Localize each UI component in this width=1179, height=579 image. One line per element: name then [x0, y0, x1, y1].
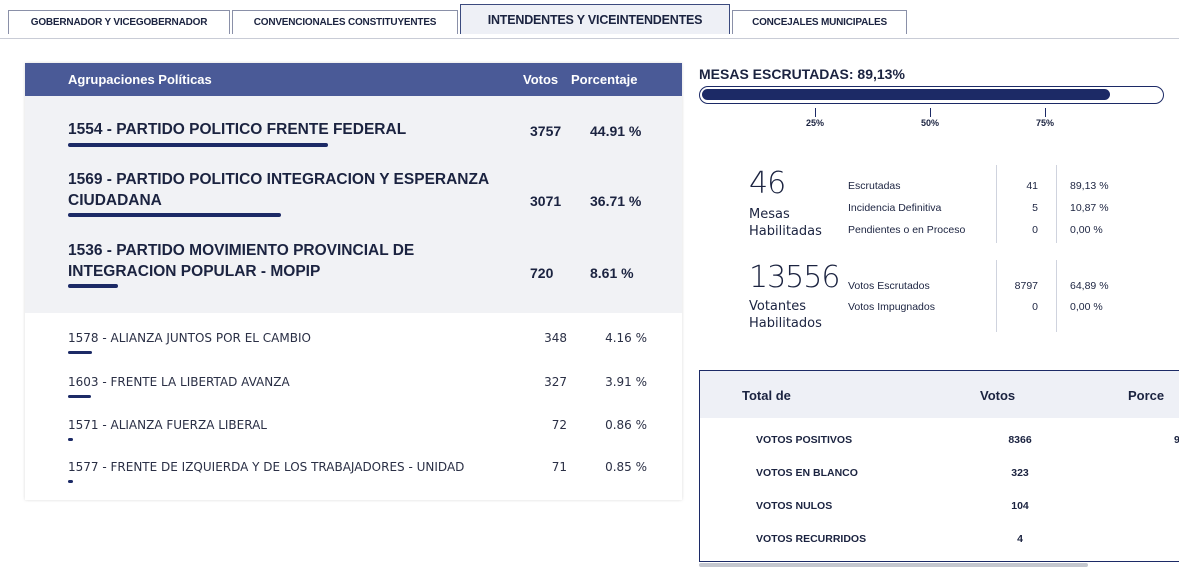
- party-share-bar: [68, 351, 93, 354]
- mesas-progress-fill: [702, 89, 1111, 100]
- tab-concejales[interactable]: CONCEJALES MUNICIPALES: [732, 10, 907, 34]
- totals-label: VOTOS NULOS: [756, 500, 833, 512]
- votantes-label-line1: Votantes: [749, 299, 807, 314]
- totals-votes: 8366: [1008, 434, 1032, 446]
- stat-value: 8797: [1014, 280, 1038, 292]
- mesas-count: 46: [749, 166, 786, 201]
- party-share-bar: [68, 438, 73, 441]
- totals-votes: 323: [1011, 467, 1029, 479]
- totals-header-percent: Porce: [1128, 388, 1165, 403]
- tab-intendentes[interactable]: INTENDENTES Y VICEINTENDENTES: [460, 4, 730, 34]
- mesas-title: MESAS ESCRUTADAS: 89,13%: [699, 66, 905, 82]
- election-tabs: GOBERNADOR Y VICEGOBERNADOR CONVENCIONAL…: [0, 0, 1179, 39]
- stat-percent: 64,89 %: [1070, 280, 1109, 292]
- stat-label: Incidencia Definitiva: [848, 202, 942, 214]
- party-share-bar: [68, 395, 91, 398]
- stat-value: 41: [1026, 180, 1038, 192]
- header-party: Agrupaciones Políticas: [68, 72, 212, 87]
- party-votes: 3757: [530, 123, 562, 139]
- totals-votes: 104: [1011, 500, 1029, 512]
- tick-label: 50%: [921, 118, 940, 128]
- party-votes: 327: [544, 375, 567, 389]
- progress-tick: [1045, 108, 1046, 117]
- party-name: 1578 - ALIANZA JUNTOS POR EL CAMBIO: [68, 331, 311, 345]
- progress-tick: [930, 108, 931, 117]
- party-name: 1577 - FRENTE DE IZQUIERDA Y DE LOS TRAB…: [68, 460, 465, 474]
- party-votes: 720: [530, 265, 554, 281]
- stat-percent: 89,13 %: [1070, 180, 1109, 192]
- party-percent: 8.61 %: [590, 265, 634, 281]
- totals-label: VOTOS RECURRIDOS: [756, 533, 867, 545]
- stat-percent: 0,00 %: [1070, 301, 1103, 313]
- mesas-progress-bar: [699, 86, 1164, 104]
- tab-convencionales[interactable]: CONVENCIONALES CONSTITUYENTES: [232, 10, 458, 34]
- tick-label: 25%: [806, 118, 825, 128]
- party-share-bar: [68, 480, 73, 483]
- stat-value: 0: [1032, 224, 1038, 236]
- tab-gobernador[interactable]: GOBERNADOR Y VICEGOBERNADOR: [8, 10, 230, 34]
- party-share-bar: [68, 143, 329, 147]
- stat-percent: 10,87 %: [1070, 202, 1109, 214]
- divider: [1056, 165, 1057, 243]
- mesas-label-line1: Mesas: [749, 207, 790, 222]
- results-panel: Agrupaciones Políticas Votos Porcentaje …: [25, 63, 682, 500]
- party-percent: 0.86 %: [605, 418, 647, 432]
- party-name: 1571 - ALIANZA FUERZA LIBERAL: [68, 418, 267, 432]
- party-votes: 71: [551, 460, 567, 474]
- totals-header-votes: Votos: [980, 388, 1016, 403]
- totals-votes: 4: [1017, 533, 1023, 545]
- top-parties-block: 1554 - PARTIDO POLITICO FRENTE FEDERAL 3…: [25, 96, 682, 313]
- votantes-count: 13556: [749, 260, 840, 295]
- stat-percent: 0,00 %: [1070, 224, 1103, 236]
- party-votes: 72: [551, 418, 567, 432]
- party-name: 1603 - FRENTE LA LIBERTAD AVANZA: [68, 375, 290, 389]
- totals-label: VOTOS EN BLANCO: [756, 467, 858, 479]
- party-percent: 0.85 %: [605, 460, 647, 474]
- progress-tick: [815, 108, 816, 117]
- mesas-label-line2: Habilitadas: [749, 224, 822, 239]
- stat-label: Pendientes o en Proceso: [848, 224, 966, 236]
- stat-value: 5: [1032, 202, 1038, 214]
- tick-label: 75%: [1036, 118, 1055, 128]
- party-percent: 3.91 %: [605, 375, 647, 389]
- party-name: 1554 - PARTIDO POLITICO FRENTE FEDERAL: [68, 121, 407, 138]
- totals-label: VOTOS POSITIVOS: [756, 434, 853, 446]
- totals-panel: Total de Votos Porce VOTOS POSITIVOS 836…: [699, 370, 1179, 562]
- party-name: 1536 - PARTIDO MOVIMIENTO PROVINCIAL DE …: [68, 242, 415, 280]
- party-percent: 4.16 %: [605, 331, 647, 345]
- stat-label: Votos Impugnados: [848, 301, 935, 313]
- divider: [996, 260, 997, 332]
- totals-header-label: Total de: [742, 388, 791, 403]
- divider: [996, 165, 997, 243]
- party-name: 1569 - PARTIDO POLITICO INTEGRACION Y ES…: [68, 171, 489, 209]
- totals-percent: 9: [1174, 434, 1179, 446]
- party-votes: 3071: [530, 193, 562, 209]
- results-header: Agrupaciones Políticas Votos Porcentaje: [25, 63, 682, 96]
- votantes-label-line2: Habilitados: [749, 316, 822, 331]
- party-percent: 44.91 %: [590, 123, 642, 139]
- party-share-bar: [68, 284, 118, 288]
- stat-label: Escrutadas: [848, 180, 901, 192]
- divider: [1056, 260, 1057, 332]
- stat-label: Votos Escrutados: [848, 280, 930, 292]
- party-share-bar: [68, 213, 281, 217]
- horizontal-scrollbar[interactable]: [699, 563, 1088, 567]
- party-percent: 36.71 %: [590, 193, 642, 209]
- totals-header: Total de Votos Porce: [700, 371, 1179, 418]
- stat-value: 0: [1032, 301, 1038, 313]
- header-votes: Votos: [523, 72, 559, 87]
- header-percent: Porcentaje: [571, 72, 638, 87]
- party-votes: 348: [544, 331, 567, 345]
